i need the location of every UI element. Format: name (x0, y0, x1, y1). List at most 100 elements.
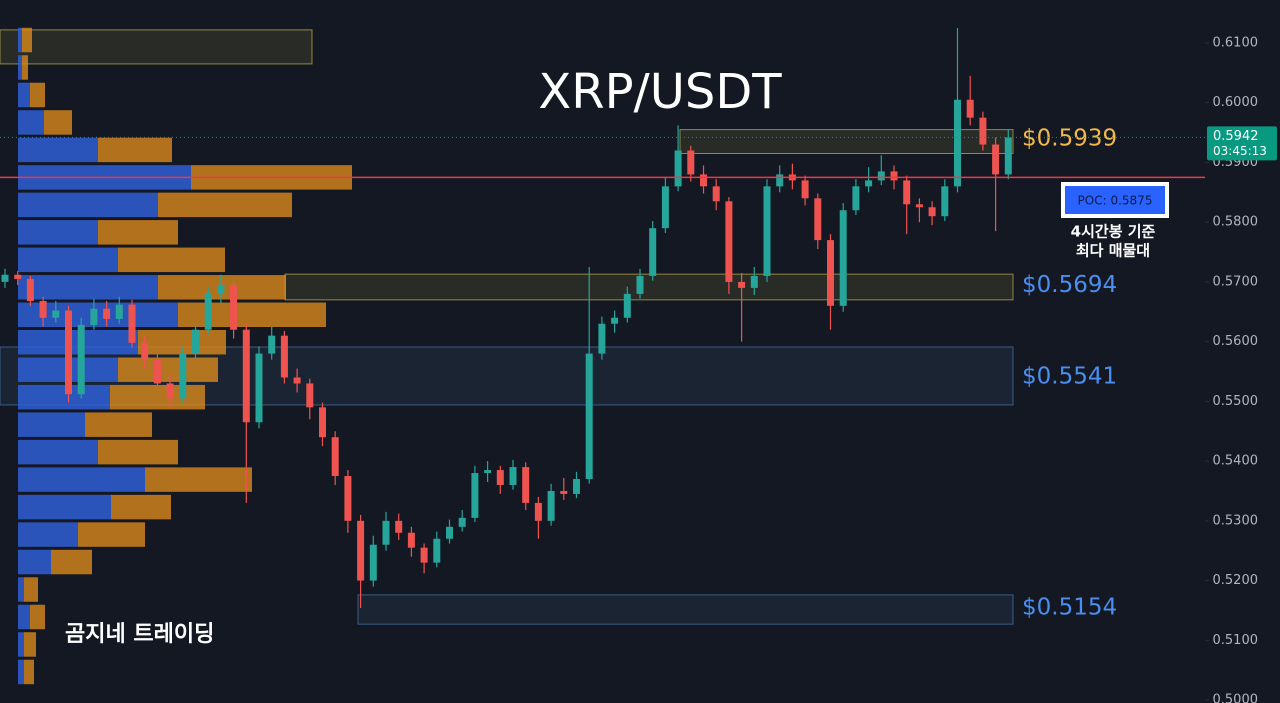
candle-body (979, 117, 987, 145)
poc-label: POC: 0.5875 (1078, 194, 1153, 208)
profile-sell (118, 357, 218, 382)
candle-body (192, 329, 199, 354)
candle-body (928, 207, 936, 217)
candle-body (700, 174, 707, 187)
candle-body (623, 293, 631, 318)
poc-note: 4시간봉 기준 (1071, 223, 1156, 241)
candle-body (661, 186, 669, 229)
candle-body (865, 180, 873, 187)
profile-buy (18, 632, 24, 657)
y-tick-label: 0.5700 (1213, 274, 1259, 289)
candle-body (827, 240, 834, 306)
profile-sell (98, 220, 178, 245)
candle-body (319, 407, 326, 438)
candle-body (242, 329, 250, 423)
y-tick-label: 0.5600 (1213, 334, 1259, 349)
poc-note: 최다 매물대 (1076, 242, 1150, 260)
level-label: $0.5541 (1022, 363, 1117, 389)
profile-buy (18, 55, 22, 80)
candle-body (903, 180, 911, 205)
profile-sell (178, 302, 326, 328)
candle-body (293, 377, 301, 384)
profile-buy (18, 522, 78, 547)
profile-sell (85, 412, 152, 437)
y-tick-label: 0.6000 (1213, 95, 1259, 110)
candle-body (852, 186, 860, 211)
profile-buy (18, 220, 98, 245)
candle-body (357, 520, 365, 581)
profile-sell (145, 467, 252, 492)
candle-body (496, 470, 504, 485)
candle-body (52, 310, 60, 318)
candle-body (890, 171, 898, 181)
candle-body (725, 201, 733, 282)
profile-buy (18, 192, 158, 218)
level-label: $0.5154 (1022, 595, 1117, 621)
y-tick-label: 0.5200 (1213, 573, 1259, 588)
candle-body (585, 353, 593, 480)
candle-body (611, 317, 619, 324)
candle-body (128, 304, 136, 343)
candle-body (534, 502, 542, 521)
y-tick-label: 0.6100 (1213, 36, 1259, 51)
candle-body (77, 324, 85, 395)
profile-sell (30, 82, 45, 108)
profile-sell (44, 110, 72, 135)
current-timer: 03:45:13 (1213, 144, 1267, 158)
candle-body (395, 520, 403, 533)
current-price: 0.5942 (1213, 129, 1259, 144)
candle-body (484, 470, 492, 474)
candle-body (547, 490, 555, 521)
profile-sell (24, 659, 34, 685)
candle-body (458, 517, 466, 527)
y-tick-label: 0.5100 (1213, 633, 1259, 648)
current-price-badge (1207, 126, 1277, 161)
candle-body (712, 186, 720, 202)
profile-sell (51, 549, 92, 575)
y-tick-label: 0.5000 (1213, 693, 1259, 703)
candle-body (255, 353, 263, 423)
candle-body (941, 186, 949, 217)
profile-sell (158, 192, 292, 218)
candle-body (115, 304, 123, 319)
candle-body (649, 228, 657, 276)
candle-body (801, 180, 809, 199)
candle-body (65, 310, 72, 395)
candle-body (344, 476, 352, 521)
candle-body (382, 520, 390, 545)
zone (357, 594, 1014, 625)
profile-buy (18, 659, 24, 685)
profile-sell (24, 577, 38, 602)
profile-sell (98, 137, 172, 163)
candle-body (674, 150, 682, 187)
candle-body (776, 174, 784, 187)
candle-body (331, 437, 339, 477)
zone (0, 29, 313, 65)
profile-sell (98, 439, 178, 465)
chart-title: XRP/USDT (538, 64, 782, 120)
profile-buy (18, 110, 44, 135)
candle-body (814, 198, 822, 241)
candle-body (522, 467, 530, 503)
y-tick-label: 0.5800 (1213, 215, 1259, 230)
candle-body (763, 186, 771, 276)
candle-body (230, 284, 238, 330)
poc-box-inner (1065, 186, 1165, 214)
candle-body (204, 293, 212, 330)
candle-body (90, 308, 98, 325)
y-tick-label: 0.5500 (1213, 394, 1259, 409)
zone (679, 129, 1014, 155)
profile-sell (24, 632, 36, 657)
candle-body (217, 284, 225, 294)
profile-buy (18, 439, 98, 465)
candle-body (103, 308, 111, 319)
candle-body (166, 383, 174, 399)
profile-buy (18, 384, 110, 410)
candle-body (877, 171, 885, 181)
candle-body (560, 490, 568, 494)
profile-buy (18, 275, 158, 300)
candle-body (1004, 137, 1012, 175)
y-tick-label: 0.5400 (1213, 454, 1259, 469)
candle-body (268, 335, 276, 354)
